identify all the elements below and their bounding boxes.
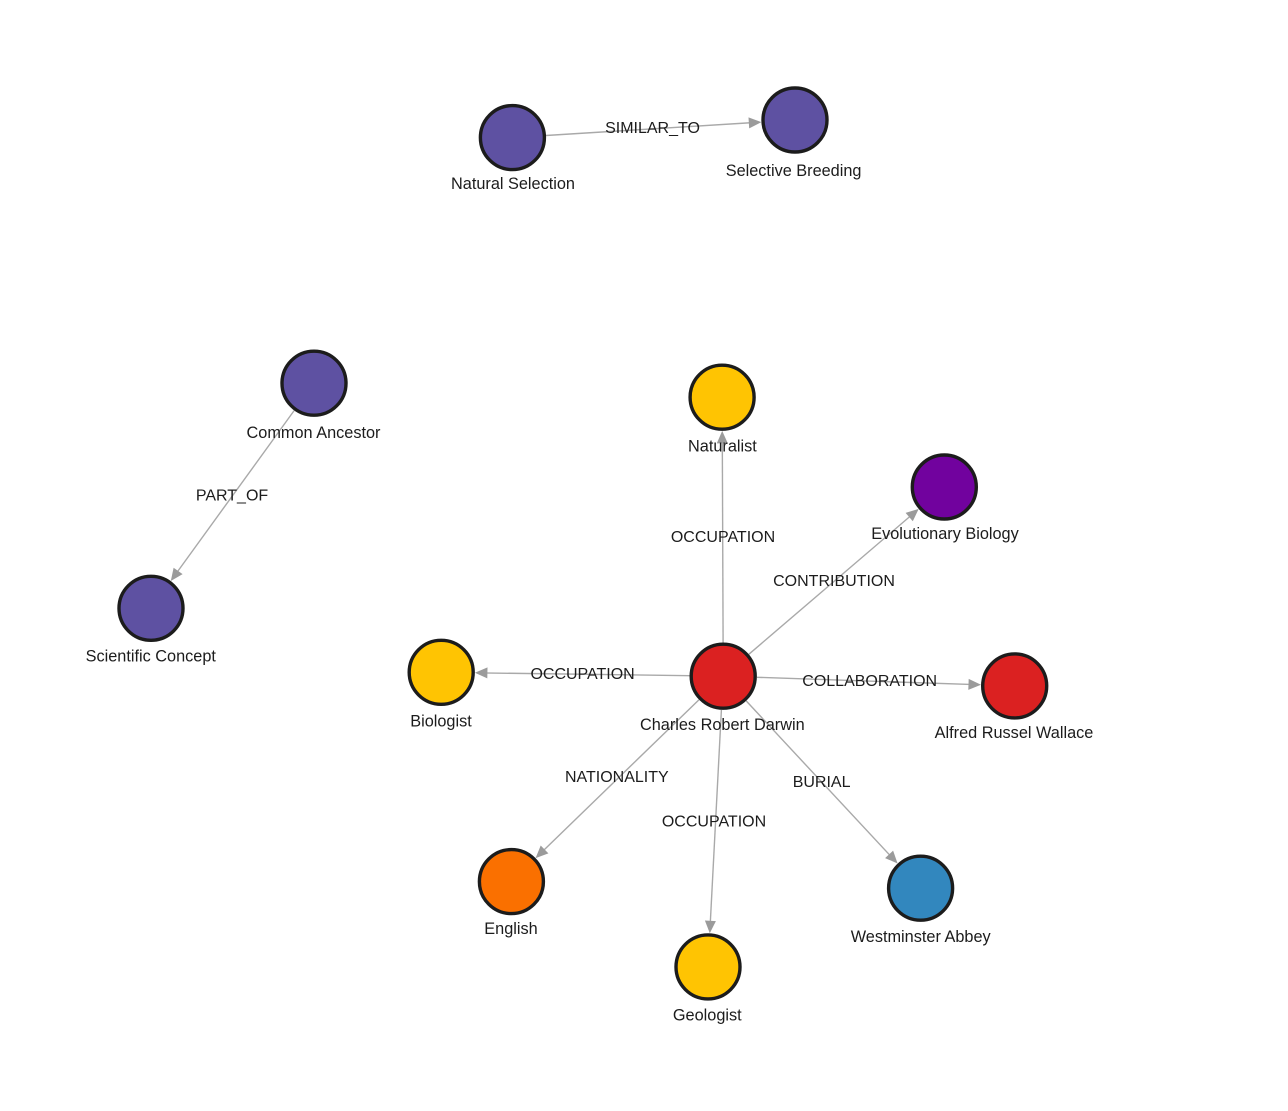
svg-text:BURIAL: BURIAL	[793, 774, 851, 791]
svg-text:Common Ancestor: Common Ancestor	[247, 424, 382, 442]
svg-text:OCCUPATION: OCCUPATION	[671, 529, 775, 546]
svg-text:Biologist: Biologist	[410, 712, 472, 730]
svg-text:SIMILAR_TO: SIMILAR_TO	[605, 120, 700, 137]
svg-text:COLLABORATION: COLLABORATION	[802, 673, 937, 690]
svg-text:Evolutionary Biology: Evolutionary Biology	[871, 525, 1019, 543]
svg-text:OCCUPATION: OCCUPATION	[662, 813, 766, 830]
svg-text:PART_OF: PART_OF	[196, 487, 269, 504]
svg-text:Geologist: Geologist	[673, 1007, 742, 1025]
svg-text:Charles Robert Darwin: Charles Robert Darwin	[640, 716, 805, 734]
svg-text:Westminster Abbey: Westminster Abbey	[851, 928, 992, 946]
svg-text:English: English	[484, 920, 537, 938]
svg-text:OCCUPATION: OCCUPATION	[530, 666, 634, 683]
svg-text:Alfred Russel Wallace: Alfred Russel Wallace	[935, 724, 1094, 742]
svg-text:NATIONALITY: NATIONALITY	[565, 769, 669, 786]
svg-text:Naturalist: Naturalist	[688, 437, 757, 455]
svg-text:Scientific Concept: Scientific Concept	[86, 647, 217, 665]
svg-text:CONTRIBUTION: CONTRIBUTION	[773, 573, 895, 590]
svg-text:Selective Breeding: Selective Breeding	[726, 162, 862, 180]
svg-text:Natural Selection: Natural Selection	[451, 175, 575, 193]
